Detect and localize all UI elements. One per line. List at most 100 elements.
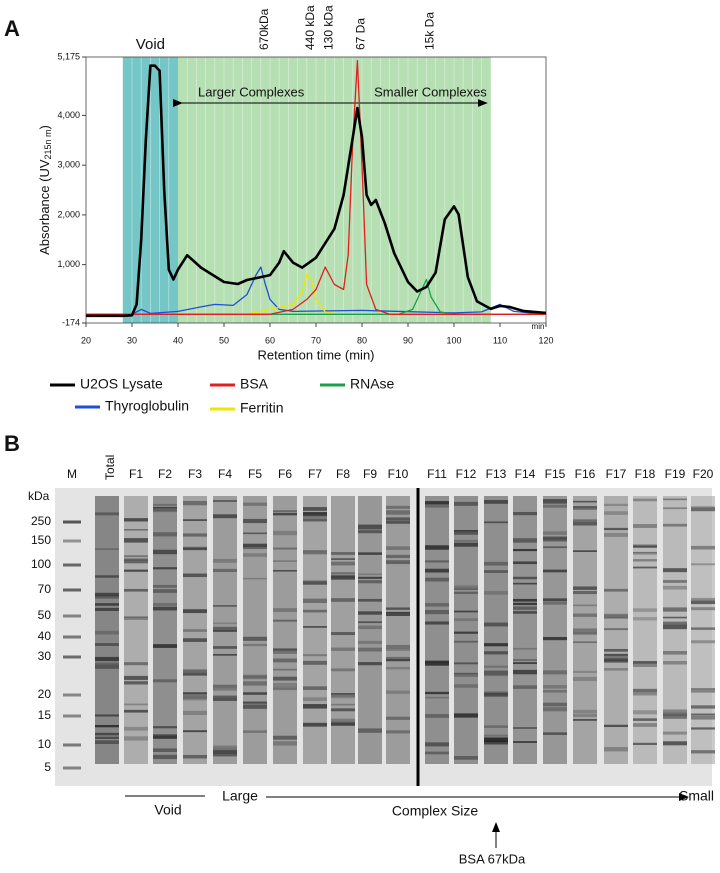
gel-band bbox=[425, 621, 449, 625]
gel-band bbox=[633, 551, 657, 554]
panel-label: B bbox=[4, 431, 20, 456]
gel-band bbox=[513, 548, 537, 552]
gel-band bbox=[303, 660, 327, 665]
gel-band bbox=[425, 609, 449, 615]
marker-label: 100 bbox=[31, 557, 51, 571]
gel-band bbox=[691, 599, 715, 605]
gel-band bbox=[331, 558, 355, 560]
gel-band bbox=[95, 724, 119, 728]
gel-band bbox=[153, 508, 177, 513]
gel-band bbox=[691, 506, 715, 510]
gel-band bbox=[273, 530, 297, 536]
gel-band bbox=[386, 690, 410, 694]
lane-label: F10 bbox=[388, 467, 409, 481]
gel-band bbox=[358, 580, 382, 584]
gel-band bbox=[213, 684, 237, 689]
gel-band bbox=[543, 504, 567, 508]
gel-band bbox=[573, 604, 597, 607]
gel-band bbox=[633, 617, 657, 621]
gel-band bbox=[124, 709, 148, 713]
gel-band bbox=[183, 710, 207, 716]
gel-band bbox=[273, 608, 297, 613]
gel: M Total F1 F2 F3 F4 F5 F6 F7 F8 F9 F10 F11 F12 F13 F14 F… bbox=[28, 455, 715, 786]
gel-band bbox=[691, 727, 715, 730]
gel-band bbox=[303, 598, 327, 604]
gel-band bbox=[484, 570, 508, 573]
gel-band bbox=[303, 686, 327, 690]
gel-band bbox=[663, 579, 687, 583]
lane-smear bbox=[358, 496, 382, 764]
gel-band bbox=[124, 588, 148, 592]
lane-smear bbox=[513, 496, 537, 764]
gel-band bbox=[543, 538, 567, 542]
gel-band bbox=[303, 551, 327, 555]
lane-label: F14 bbox=[515, 467, 536, 481]
gel-band bbox=[183, 609, 207, 614]
gel-band bbox=[454, 585, 478, 589]
gel-band bbox=[573, 709, 597, 714]
gel-band bbox=[303, 580, 327, 585]
gel-band bbox=[484, 740, 508, 745]
gel-band bbox=[484, 643, 508, 647]
lane-label: F4 bbox=[218, 467, 232, 481]
gel-band bbox=[691, 627, 715, 630]
gel-band bbox=[273, 676, 297, 681]
gel-band bbox=[303, 654, 327, 657]
gel-band bbox=[273, 668, 297, 671]
gel-band bbox=[95, 512, 119, 516]
lane-smear bbox=[454, 496, 478, 764]
panel-label: A bbox=[4, 16, 20, 41]
lane-label: M bbox=[67, 467, 77, 481]
gel-band bbox=[633, 498, 657, 502]
annotation: 130 kDa bbox=[321, 5, 335, 50]
gel-band bbox=[303, 511, 327, 516]
gel-band bbox=[213, 749, 237, 755]
gel-band bbox=[484, 561, 508, 566]
x-tick-label: 60 bbox=[265, 335, 275, 345]
gel-band bbox=[425, 696, 449, 699]
gel-band bbox=[691, 640, 715, 644]
gel-band bbox=[95, 714, 119, 717]
gel-band bbox=[454, 713, 478, 718]
x-tick-label: 110 bbox=[493, 335, 507, 345]
gel-band bbox=[604, 655, 628, 658]
lane-label: F2 bbox=[158, 467, 172, 481]
gel-band bbox=[633, 718, 657, 721]
gel-band bbox=[573, 719, 597, 721]
gel-band bbox=[124, 538, 148, 543]
gel-band bbox=[633, 688, 657, 693]
gel-band bbox=[454, 542, 478, 547]
lane-smear bbox=[153, 496, 177, 764]
gel-band bbox=[386, 716, 410, 720]
gel-band bbox=[386, 656, 410, 661]
gel-band bbox=[454, 631, 478, 634]
gel-band bbox=[454, 756, 478, 760]
gel-band bbox=[425, 577, 449, 582]
gel-band bbox=[95, 603, 119, 606]
gel-band bbox=[63, 563, 81, 567]
gel-band bbox=[273, 547, 297, 550]
gel-band bbox=[331, 721, 355, 726]
gel-band bbox=[543, 602, 567, 605]
gel-band bbox=[513, 602, 537, 606]
gel-band bbox=[331, 703, 355, 706]
gel-band bbox=[513, 727, 537, 729]
gel-band bbox=[243, 543, 267, 548]
series-line bbox=[86, 266, 546, 315]
gel-band bbox=[543, 684, 567, 689]
gel-band bbox=[386, 505, 410, 509]
gel-band bbox=[153, 584, 177, 588]
lane-smear bbox=[691, 496, 715, 764]
gel-band bbox=[573, 714, 597, 717]
gel-band bbox=[153, 735, 177, 739]
gel-band bbox=[243, 553, 267, 557]
lane-label: Total bbox=[103, 455, 117, 480]
region bbox=[122, 57, 178, 323]
annotation: 67 Da bbox=[354, 18, 368, 50]
gel-band bbox=[358, 662, 382, 666]
x-tick-label: 120 bbox=[538, 335, 553, 345]
gel-band bbox=[386, 730, 410, 734]
lane-label: F20 bbox=[693, 467, 714, 481]
marker-label: 250 bbox=[31, 514, 51, 528]
gel-band bbox=[124, 662, 148, 666]
